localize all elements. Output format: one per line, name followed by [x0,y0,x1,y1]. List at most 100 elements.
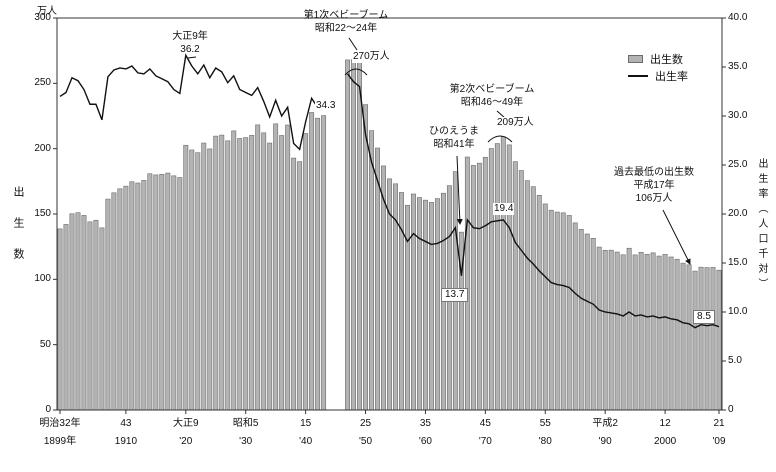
birth-count-bar [351,59,357,411]
birth-count-bar [111,192,117,411]
birth-count-bar [81,215,87,411]
birth-count-bar [243,137,249,411]
birth-count-bar [566,215,572,411]
birth-count-bar [482,156,488,411]
annotation-text: 昭和41年 [433,139,475,150]
left-axis-tick-label: 200 [34,142,51,154]
birth-count-bar [255,124,261,411]
birth-count-bar [105,198,111,411]
birth-count-bar [626,247,632,411]
birth-count-bar [171,175,177,411]
birth-count-bar [93,219,99,411]
birth-count-bar [494,143,500,411]
birth-count-bar [267,142,273,411]
birth-count-bar [506,144,512,411]
birth-count-bar [195,152,201,411]
boom2-brace [487,135,513,143]
x-axis-era-label: 大正9 [173,418,199,429]
birth-count-bar [291,157,297,411]
birth-count-bar [500,136,506,411]
birth-count-bar [405,204,410,411]
legend-births-label: 出生数 [650,53,683,66]
annotation-text: 第2次ベビーブーム [449,84,535,95]
birth-count-bar [470,165,476,411]
x-axis-era-label: 43 [120,418,132,429]
right-axis-tick-label: 30.0 [728,110,748,121]
birth-count-bar [464,156,470,411]
hinoeuma-arrow [456,155,463,225]
birth-count-bar [225,140,231,411]
right-axis-tick-label: 25.0 [728,159,748,170]
birth-count-bar [123,185,129,411]
birth-count-bar [422,199,428,411]
birth-count-bar [536,195,542,411]
birth-count-bar [602,250,608,411]
right-axis-tick-label: 0 [728,404,734,415]
annotation-text: ひのえうま [429,126,479,137]
birth-count-bar [153,174,159,411]
x-axis-year-label: 1910 [114,436,138,447]
birth-count-bar [656,255,662,411]
x-axis-year-label: 2000 [653,436,677,447]
birth-count-bar [261,132,267,411]
birth-count-bar [674,258,680,411]
x-axis-year-label: '70 [478,436,492,447]
birth-count-bar [614,251,620,411]
left-axis-tick-label: 250 [34,77,51,89]
birth-count-bar [141,180,147,411]
birth-count-bar [584,233,590,411]
birth-count-bar [662,254,668,411]
birth-count-bar [411,193,416,411]
birth-count-bar [596,246,602,411]
birth-count-bar [560,212,566,411]
birth-rate-line [59,53,720,329]
birth-count-bar [183,144,189,411]
birth-count-bar [321,115,327,411]
annotation-text: 昭和22～24年 [314,23,378,34]
birth-count-bar [644,253,650,411]
annotation-rate-1947: 34.3 [315,100,337,112]
annotation-rate-2009: 8.5 [693,310,715,324]
birth-count-bar [428,202,434,411]
birth-count-bar [231,130,237,411]
birth-count-bar [273,123,279,411]
birth-count-bar [147,173,153,411]
birth-count-bar [363,104,368,411]
x-axis-year-label: 1899年 [43,436,77,447]
birth-count-bar [692,270,698,411]
annotation-value: 36.2 [180,44,200,55]
x-axis-year-label: '30 [239,436,253,447]
birth-count-bar [632,254,638,411]
birth-count-bar [686,264,692,411]
taisho9-pointer-line [187,56,197,59]
birth-count-bar [99,227,105,411]
birth-count-bar [680,262,686,411]
birth-count-bar [650,252,656,411]
boom2-pointer-line [496,110,506,119]
x-axis-year-label: '60 [418,436,432,447]
birth-count-bar [279,135,285,411]
x-axis-era-label: 明治32年 [39,418,81,429]
annotation-rate-1966: 13.7 [441,288,469,302]
birth-count-bar [716,269,722,411]
legend-bar-swatch [628,54,643,63]
birth-count-bar [608,249,614,411]
birth-count-bar [87,221,93,411]
left-axis-tick-label: 50 [39,338,51,350]
x-axis-era-label: 12 [659,418,671,429]
x-axis-era-label: 45 [479,418,491,429]
legend-rate-label: 出生率 [655,70,688,83]
birth-count-bar [524,180,530,411]
birth-count-bar [620,254,626,411]
birth-count-bar [249,135,255,411]
right-axis-title: 出生率（人口千対） [756,158,767,293]
annotation-text: 平成17年 [633,180,675,191]
x-axis-year-label: '50 [359,436,373,447]
legend: 出生数 出生率 [628,50,688,84]
birth-count-bar [237,138,243,411]
boom1-brace [344,68,368,76]
birth-count-bar [434,198,440,411]
right-axis-tick-label: 10.0 [728,306,748,317]
